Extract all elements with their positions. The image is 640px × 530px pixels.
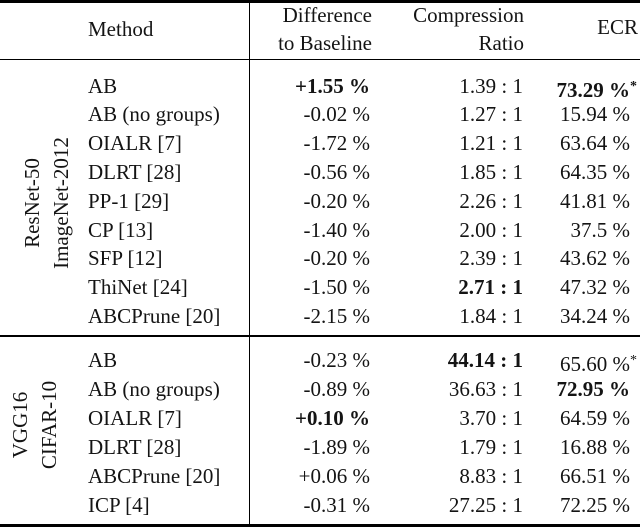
compression-ratio-cell: 44.14 : 1 bbox=[447, 347, 523, 372]
ecr-cell: 64.35 % bbox=[560, 159, 630, 184]
ecr-cell: 72.25 % bbox=[560, 492, 630, 517]
ecr-cell: 34.24 % bbox=[560, 303, 630, 328]
table-row: SFP [12] -0.20 % 2.39 : 1 43.62 % bbox=[0, 244, 640, 273]
method-cell: OIALR [7] bbox=[88, 405, 182, 430]
table-row: AB (no groups) -0.02 % 1.27 : 1 15.94 % bbox=[0, 100, 640, 129]
difference-to-baseline-cell: +0.06 % bbox=[298, 463, 370, 488]
compression-ratio-cell: 2.00 : 1 bbox=[459, 217, 523, 242]
ecr-cell: 37.5 % bbox=[570, 217, 631, 242]
method-cell: PP-1 [29] bbox=[88, 188, 170, 213]
method-cell: AB bbox=[88, 73, 118, 98]
difference-to-baseline-cell: -1.50 % bbox=[303, 275, 371, 300]
table-row: OIALR [7] +0.10 % 3.70 : 1 64.59 % bbox=[0, 404, 640, 433]
ecr-cell: 47.32 % bbox=[560, 275, 630, 300]
compression-ratio-cell: 1.39 : 1 bbox=[459, 73, 523, 98]
compression-ratio-cell: 2.71 : 1 bbox=[458, 275, 523, 300]
difference-to-baseline-cell: -0.31 % bbox=[303, 492, 371, 517]
difference-to-baseline-cell: -0.23 % bbox=[303, 347, 371, 372]
ecr-cell: 41.81 % bbox=[560, 188, 630, 213]
method-cell: DLRT [28] bbox=[88, 434, 182, 459]
difference-to-baseline-cell: +0.10 % bbox=[295, 405, 370, 430]
method-cell: ABCPrune [20] bbox=[88, 463, 221, 488]
significance-asterisk: * bbox=[630, 352, 637, 368]
column-header-compression-line2: Ratio bbox=[478, 31, 525, 55]
column-header-difference-line2: to Baseline bbox=[278, 31, 372, 55]
column-header-difference: Difference to Baseline bbox=[251, 1, 372, 57]
method-cell: OIALR [7] bbox=[88, 131, 182, 156]
difference-to-baseline-cell: -0.20 % bbox=[303, 188, 371, 213]
compression-ratio-cell: 2.39 : 1 bbox=[459, 246, 523, 271]
table-row: DLRT [28] -0.56 % 1.85 : 1 64.35 % bbox=[0, 158, 640, 187]
column-header-difference-line1: Difference bbox=[282, 3, 372, 27]
difference-to-baseline-cell: -1.40 % bbox=[303, 217, 371, 242]
table-row: ICP [4] -0.31 % 27.25 : 1 72.25 % bbox=[0, 491, 640, 520]
column-header-compression: Compression Ratio bbox=[391, 1, 524, 57]
difference-to-baseline-cell: -1.72 % bbox=[303, 131, 371, 156]
ecr-cell: 15.94 % bbox=[560, 102, 630, 127]
column-header-ecr: ECR bbox=[597, 15, 638, 39]
difference-to-baseline-cell: +1.55 % bbox=[295, 73, 370, 98]
method-cell: AB (no groups) bbox=[88, 376, 220, 401]
table-mid-rule bbox=[0, 335, 640, 337]
method-cell: ICP [4] bbox=[88, 492, 150, 517]
ecr-cell: 64.59 % bbox=[560, 405, 630, 430]
method-cell: ABCPrune [20] bbox=[88, 303, 221, 328]
difference-to-baseline-cell: -2.15 % bbox=[303, 303, 371, 328]
method-cell: AB (no groups) bbox=[88, 102, 220, 127]
ecr-cell: 63.64 % bbox=[560, 131, 630, 156]
compression-ratio-cell: 1.21 : 1 bbox=[459, 131, 523, 156]
table-row: AB (no groups) -0.89 % 36.63 : 1 72.95 % bbox=[0, 375, 640, 404]
method-cell: SFP [12] bbox=[88, 246, 163, 271]
difference-to-baseline-cell: -1.89 % bbox=[303, 434, 371, 459]
compression-ratio-cell: 8.83 : 1 bbox=[459, 463, 523, 488]
column-header-compression-line1: Compression bbox=[413, 3, 524, 27]
ecr-cell: 73.29 %* bbox=[520, 72, 638, 102]
compression-ratio-cell: 36.63 : 1 bbox=[448, 376, 523, 401]
table-row: OIALR [7] -1.72 % 1.21 : 1 63.64 % bbox=[0, 129, 640, 158]
table-row: CP [13] -1.40 % 2.00 : 1 37.5 % bbox=[0, 216, 640, 245]
table-vertical-rule bbox=[248, 0, 251, 527]
difference-to-baseline-cell: -0.20 % bbox=[303, 246, 371, 271]
difference-to-baseline-cell: -0.02 % bbox=[303, 102, 371, 127]
column-header-method: Method bbox=[88, 17, 154, 41]
table-header-rule bbox=[0, 58, 640, 61]
table-row: DLRT [28] -1.89 % 1.79 : 1 16.88 % bbox=[0, 433, 640, 462]
compression-ratio-cell: 27.25 : 1 bbox=[448, 492, 523, 517]
compression-ratio-cell: 1.85 : 1 bbox=[459, 159, 523, 184]
method-cell: DLRT [28] bbox=[88, 159, 182, 184]
table-row: AB -0.23 % 44.14 : 1 65.60 %* bbox=[0, 346, 640, 376]
ecr-cell: 66.51 % bbox=[560, 463, 630, 488]
significance-asterisk: * bbox=[630, 78, 637, 94]
compression-ratio-cell: 1.79 : 1 bbox=[459, 434, 523, 459]
method-cell: CP [13] bbox=[88, 217, 154, 242]
compression-ratio-cell: 3.70 : 1 bbox=[459, 405, 523, 430]
ecr-cell: 43.62 % bbox=[560, 246, 630, 271]
ecr-cell: 16.88 % bbox=[560, 434, 630, 459]
method-cell: AB bbox=[88, 347, 118, 372]
table-row: PP-1 [29] -0.20 % 2.26 : 1 41.81 % bbox=[0, 187, 640, 216]
difference-to-baseline-cell: -0.89 % bbox=[303, 376, 371, 401]
table-top-rule bbox=[0, 0, 640, 3]
method-cell: ThiNet [24] bbox=[88, 275, 188, 300]
ecr-cell: 72.95 % bbox=[556, 376, 631, 401]
table-row: ABCPrune [20] +0.06 % 8.83 : 1 66.51 % bbox=[0, 462, 640, 491]
difference-to-baseline-cell: -0.56 % bbox=[303, 159, 371, 184]
ecr-cell: 65.60 %* bbox=[520, 346, 638, 376]
compression-ratio-cell: 2.26 : 1 bbox=[459, 188, 523, 213]
table-row: AB +1.55 % 1.39 : 1 73.29 %* bbox=[0, 72, 640, 102]
table-row: ThiNet [24] -1.50 % 2.71 : 1 47.32 % bbox=[0, 273, 640, 302]
compression-ratio-cell: 1.84 : 1 bbox=[459, 303, 523, 328]
table-bottom-rule bbox=[0, 523, 640, 527]
table-row: ABCPrune [20] -2.15 % 1.84 : 1 34.24 % bbox=[0, 302, 640, 331]
compression-ratio-cell: 1.27 : 1 bbox=[459, 102, 523, 127]
